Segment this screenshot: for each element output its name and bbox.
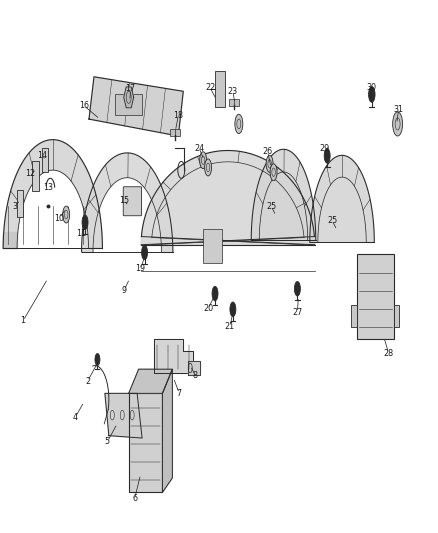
Polygon shape [89, 77, 183, 136]
Polygon shape [3, 232, 17, 248]
Circle shape [294, 281, 300, 296]
Circle shape [95, 353, 100, 366]
Text: 26: 26 [262, 147, 273, 156]
FancyBboxPatch shape [123, 187, 141, 216]
Bar [394, 305, 399, 327]
FancyBboxPatch shape [129, 393, 162, 492]
Bar [203, 229, 222, 263]
Text: 30: 30 [367, 83, 377, 92]
Text: 18: 18 [173, 111, 184, 120]
Text: 10: 10 [54, 214, 64, 223]
Polygon shape [81, 153, 173, 252]
Polygon shape [162, 369, 173, 492]
Text: 21: 21 [225, 322, 235, 332]
Polygon shape [141, 150, 315, 245]
Circle shape [212, 286, 218, 301]
Text: 11: 11 [76, 229, 86, 238]
Polygon shape [153, 339, 193, 373]
Text: 25: 25 [327, 216, 337, 225]
Circle shape [324, 149, 330, 163]
Polygon shape [3, 140, 102, 248]
Circle shape [82, 215, 88, 230]
Bar [17, 190, 22, 217]
Text: 12: 12 [25, 169, 35, 178]
Text: 17: 17 [126, 84, 136, 93]
Text: 8: 8 [193, 371, 198, 379]
Text: 23: 23 [228, 87, 238, 96]
Text: 24: 24 [194, 143, 204, 152]
Text: 27: 27 [292, 308, 303, 317]
Circle shape [270, 164, 277, 181]
Polygon shape [129, 369, 173, 393]
Circle shape [266, 155, 273, 172]
Bar [42, 148, 48, 172]
Text: 14: 14 [37, 151, 47, 160]
Text: 20: 20 [203, 304, 213, 313]
Text: 28: 28 [384, 349, 394, 358]
Polygon shape [105, 393, 142, 438]
Bar [32, 161, 39, 191]
Circle shape [392, 112, 403, 136]
Text: 29: 29 [319, 143, 329, 152]
Text: 7: 7 [177, 389, 182, 398]
Circle shape [235, 114, 243, 134]
Polygon shape [310, 155, 374, 243]
Text: 2: 2 [85, 377, 90, 386]
Bar [351, 305, 357, 327]
Text: 1: 1 [21, 317, 25, 325]
Text: 25: 25 [266, 201, 276, 211]
Circle shape [369, 86, 375, 102]
Circle shape [230, 302, 236, 317]
Circle shape [200, 152, 207, 168]
Text: 4: 4 [73, 413, 78, 422]
FancyBboxPatch shape [357, 254, 394, 339]
FancyBboxPatch shape [215, 71, 225, 107]
Bar [229, 99, 239, 106]
Text: 19: 19 [135, 264, 146, 273]
Text: 13: 13 [43, 183, 53, 192]
Bar [170, 129, 180, 136]
Text: 16: 16 [79, 101, 89, 110]
Circle shape [141, 245, 148, 260]
Text: 9: 9 [121, 286, 126, 295]
Circle shape [63, 206, 70, 223]
Text: 5: 5 [105, 437, 110, 446]
Text: 3: 3 [12, 201, 17, 211]
Text: 15: 15 [119, 196, 129, 205]
Polygon shape [251, 149, 316, 240]
Bar [115, 94, 142, 116]
Text: 31: 31 [394, 105, 403, 114]
Polygon shape [188, 361, 200, 375]
Text: 6: 6 [132, 494, 137, 503]
Text: 22: 22 [205, 83, 215, 92]
Circle shape [205, 159, 212, 176]
Polygon shape [124, 87, 134, 108]
